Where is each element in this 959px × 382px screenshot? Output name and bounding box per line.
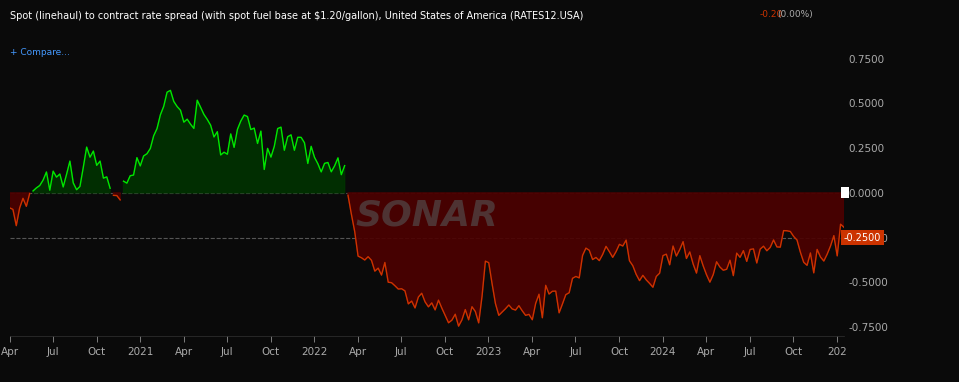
Text: (0.00%): (0.00%) (777, 10, 812, 19)
Text: Spot (linehaul) to contract rate spread (with spot fuel base at $1.20/gallon), U: Spot (linehaul) to contract rate spread … (10, 11, 583, 21)
Text: + Compare...: + Compare... (10, 48, 69, 57)
Text: -0.20: -0.20 (760, 10, 783, 19)
Text: SONAR: SONAR (356, 199, 498, 233)
Text: -0.2500: -0.2500 (844, 233, 881, 243)
